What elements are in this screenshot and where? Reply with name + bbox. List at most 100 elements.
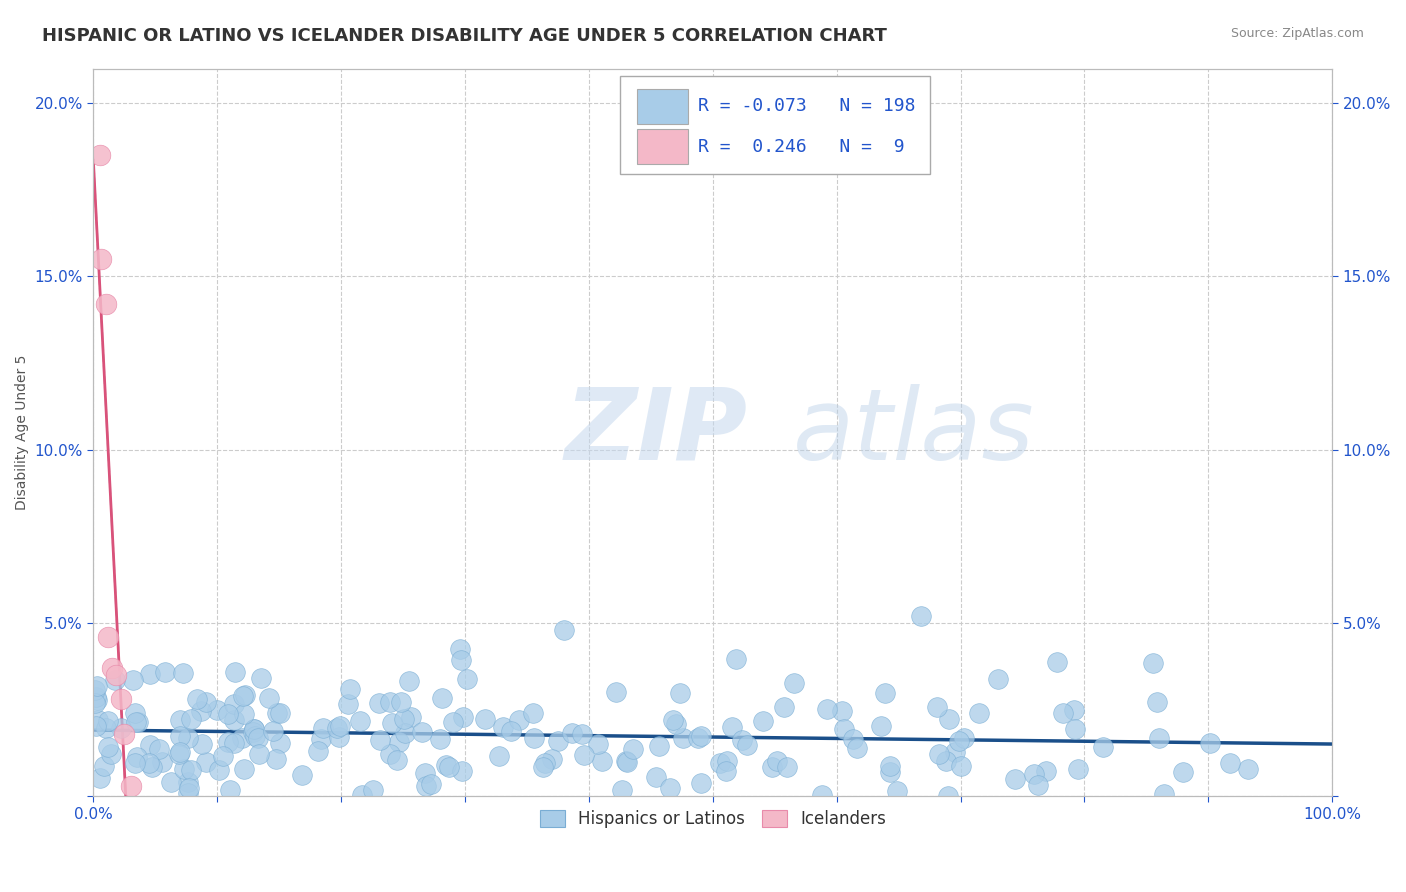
Y-axis label: Disability Age Under 5: Disability Age Under 5 — [15, 355, 30, 510]
Point — [110, 721, 132, 735]
Point — [378, 747, 401, 761]
Point — [724, 652, 747, 666]
Point — [453, 710, 475, 724]
Point — [561, 726, 583, 740]
Point — [361, 783, 384, 797]
Point — [110, 692, 132, 706]
Point — [690, 776, 713, 790]
Point — [307, 744, 329, 758]
Point — [180, 712, 202, 726]
Point — [928, 747, 950, 761]
Point — [112, 727, 135, 741]
Point — [935, 754, 957, 768]
Point — [709, 756, 731, 770]
Point — [616, 755, 638, 769]
Point — [1146, 695, 1168, 709]
Point — [1052, 706, 1074, 720]
Point — [810, 788, 832, 802]
Point — [290, 767, 312, 781]
Point — [752, 714, 775, 728]
Point — [1171, 764, 1194, 779]
Point — [96, 721, 118, 735]
Point — [766, 754, 789, 768]
Point — [690, 729, 713, 743]
Point — [217, 706, 239, 721]
Point — [328, 730, 350, 744]
Point — [665, 717, 688, 731]
Point — [266, 706, 288, 721]
Point — [385, 753, 408, 767]
Text: ZIP: ZIP — [564, 384, 747, 481]
Point — [349, 714, 371, 728]
Legend: Hispanics or Latinos, Icelanders: Hispanics or Latinos, Icelanders — [533, 804, 893, 835]
Point — [336, 697, 359, 711]
Point — [415, 779, 437, 793]
Point — [127, 715, 149, 730]
Point — [242, 725, 264, 739]
Point — [474, 712, 496, 726]
Point — [86, 693, 108, 707]
Point — [167, 747, 190, 761]
Point — [208, 764, 231, 778]
Point — [87, 713, 110, 727]
Point — [831, 704, 853, 718]
Point — [257, 691, 280, 706]
Point — [389, 695, 412, 709]
Point — [671, 731, 693, 746]
Point — [195, 694, 218, 708]
Point — [243, 723, 266, 737]
Point — [124, 756, 146, 770]
Point — [605, 685, 627, 699]
Point — [247, 747, 270, 762]
Point — [553, 623, 575, 637]
Point — [910, 609, 932, 624]
Point — [1063, 703, 1085, 717]
Point — [394, 726, 416, 740]
Point — [879, 765, 901, 780]
Point — [430, 690, 453, 705]
Text: R = -0.073   N = 198: R = -0.073 N = 198 — [697, 97, 915, 115]
Text: R =  0.246   N =  9: R = 0.246 N = 9 — [697, 138, 904, 156]
Point — [645, 770, 668, 784]
Point — [1092, 740, 1115, 755]
Point — [534, 756, 557, 770]
Point — [616, 754, 638, 768]
Point — [879, 759, 901, 773]
Point — [262, 723, 284, 738]
Point — [269, 736, 291, 750]
Point — [450, 653, 472, 667]
Text: HISPANIC OR LATINO VS ICELANDER DISABILITY AGE UNDER 5 CORRELATION CHART: HISPANIC OR LATINO VS ICELANDER DISABILI… — [42, 27, 887, 45]
Point — [222, 697, 245, 711]
Point — [177, 731, 200, 745]
Point — [232, 689, 254, 703]
Point — [381, 715, 404, 730]
FancyBboxPatch shape — [620, 76, 929, 174]
Point — [419, 776, 441, 790]
Point — [1046, 656, 1069, 670]
Point — [235, 688, 257, 702]
Point — [219, 783, 242, 797]
Point — [138, 739, 160, 753]
Point — [326, 721, 349, 735]
Point — [388, 735, 411, 749]
Point — [139, 666, 162, 681]
Point — [97, 739, 120, 754]
Point — [125, 749, 148, 764]
Point — [231, 731, 253, 745]
Point — [735, 738, 758, 752]
Point — [155, 665, 177, 680]
Point — [531, 759, 554, 773]
Point — [714, 764, 737, 778]
Point — [121, 673, 143, 687]
Point — [266, 751, 288, 765]
Point — [1026, 778, 1049, 792]
Point — [312, 721, 335, 735]
Point — [659, 780, 682, 795]
Point — [247, 731, 270, 745]
Point — [169, 714, 191, 728]
Point — [309, 731, 332, 746]
Point — [90, 252, 112, 266]
Point — [190, 704, 212, 718]
Point — [84, 683, 107, 698]
Point — [841, 732, 863, 747]
